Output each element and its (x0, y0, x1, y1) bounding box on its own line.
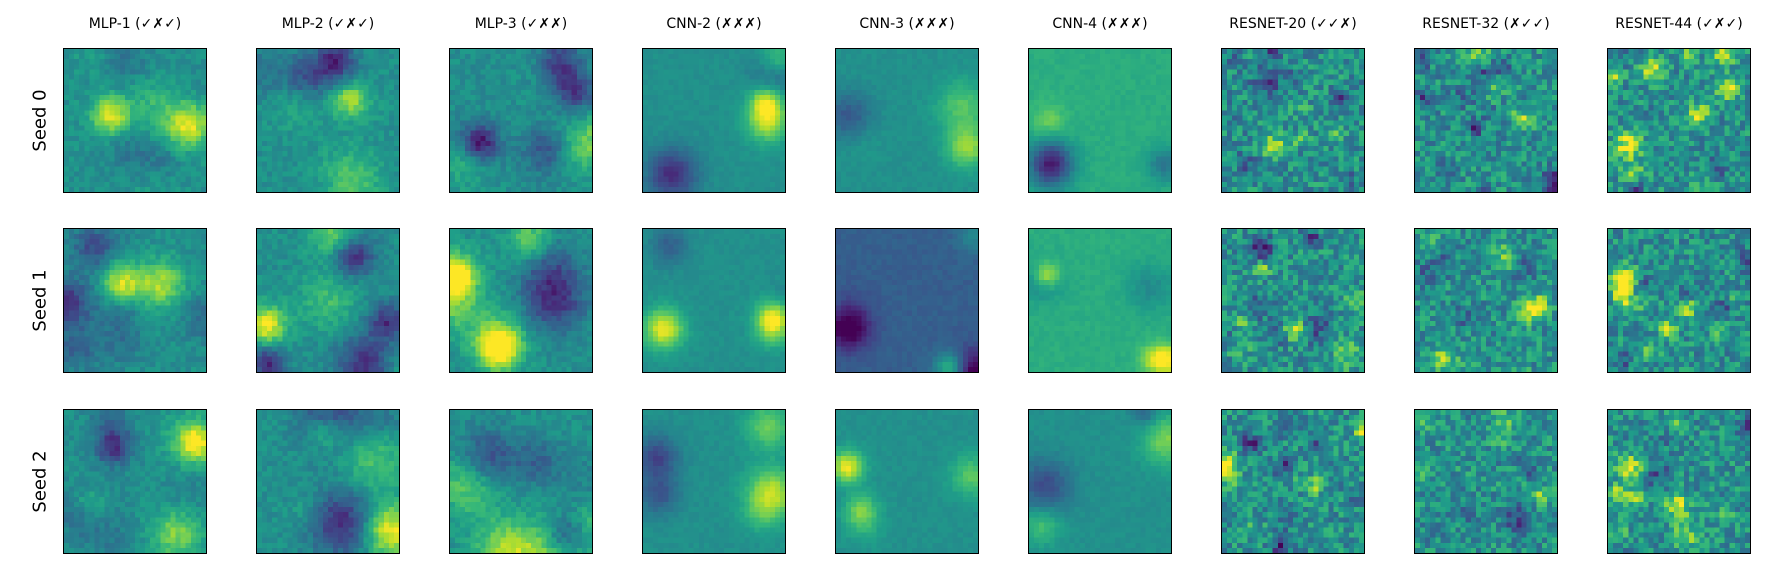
heatmap-panel (1414, 409, 1558, 554)
heatmap-panel (642, 48, 786, 193)
heatmap-image (64, 229, 206, 372)
column-title: MLP-1 (✓✗✓) (88, 16, 182, 32)
column-title: RESNET-44 (✓✗✓) (1615, 16, 1743, 32)
heatmap-panel (835, 48, 979, 193)
column-title: CNN-2 (✗✗✗) (666, 16, 762, 32)
column-title: CNN-3 (✗✗✗) (859, 16, 955, 32)
heatmap-image (836, 410, 978, 553)
heatmap-panel (1607, 228, 1751, 373)
heatmap-panel (1414, 228, 1558, 373)
heatmap-panel (642, 409, 786, 554)
heatmap-image (1608, 410, 1750, 553)
heatmap-image (643, 229, 785, 372)
heatmap-panel (256, 228, 400, 373)
heatmap-image (64, 49, 206, 192)
column-title: RESNET-20 (✓✓✗) (1229, 16, 1357, 32)
heatmap-image (836, 229, 978, 372)
heatmap-panel (835, 409, 979, 554)
heatmap-image (836, 49, 978, 192)
heatmap-panel (1607, 48, 1751, 193)
column-title: MLP-2 (✓✗✓) (281, 16, 375, 32)
heatmap-image (1222, 410, 1364, 553)
column-title: MLP-3 (✓✗✗) (474, 16, 568, 32)
heatmap-image (643, 49, 785, 192)
heatmap-panel (449, 48, 593, 193)
heatmap-panel (1607, 409, 1751, 554)
heatmap-image (1415, 49, 1557, 192)
heatmap-panel (256, 48, 400, 193)
heatmap-image (1222, 229, 1364, 372)
column-title: RESNET-32 (✗✓✓) (1422, 16, 1550, 32)
heatmap-image (257, 229, 399, 372)
heatmap-image (64, 410, 206, 553)
row-label-text: Seed 0 (29, 88, 51, 152)
heatmap-image (450, 49, 592, 192)
heatmap-panel (1414, 48, 1558, 193)
heatmap-image (1415, 229, 1557, 372)
heatmap-panel (835, 228, 979, 373)
column-title: CNN-4 (✗✗✗) (1052, 16, 1148, 32)
heatmap-image (1029, 229, 1171, 372)
heatmap-panel (1221, 228, 1365, 373)
heatmap-panel (256, 409, 400, 554)
heatmap-panel (1028, 48, 1172, 193)
heatmap-panel (449, 228, 593, 373)
heatmap-image (450, 410, 592, 553)
heatmap-image (257, 49, 399, 192)
heatmap-image (1415, 410, 1557, 553)
heatmap-panel (1221, 409, 1365, 554)
row-label-text: Seed 1 (29, 268, 51, 332)
heatmap-panel (63, 228, 207, 373)
heatmap-image (1029, 49, 1171, 192)
row-label: Seed 0 (29, 40, 51, 200)
heatmap-panel (63, 48, 207, 193)
heatmap-panel (642, 228, 786, 373)
heatmap-image (1608, 49, 1750, 192)
heatmap-panel (449, 409, 593, 554)
heatmap-panel (1221, 48, 1365, 193)
heatmap-image (257, 410, 399, 553)
row-label-text: Seed 2 (29, 449, 51, 513)
heatmap-panel (1028, 228, 1172, 373)
row-label: Seed 2 (29, 401, 51, 561)
row-label: Seed 1 (29, 220, 51, 380)
heatmap-image (450, 229, 592, 372)
heatmap-image (1222, 49, 1364, 192)
heatmap-image (643, 410, 785, 553)
heatmap-panel (63, 409, 207, 554)
heatmap-panel (1028, 409, 1172, 554)
heatmap-image (1029, 410, 1171, 553)
heatmap-image (1608, 229, 1750, 372)
